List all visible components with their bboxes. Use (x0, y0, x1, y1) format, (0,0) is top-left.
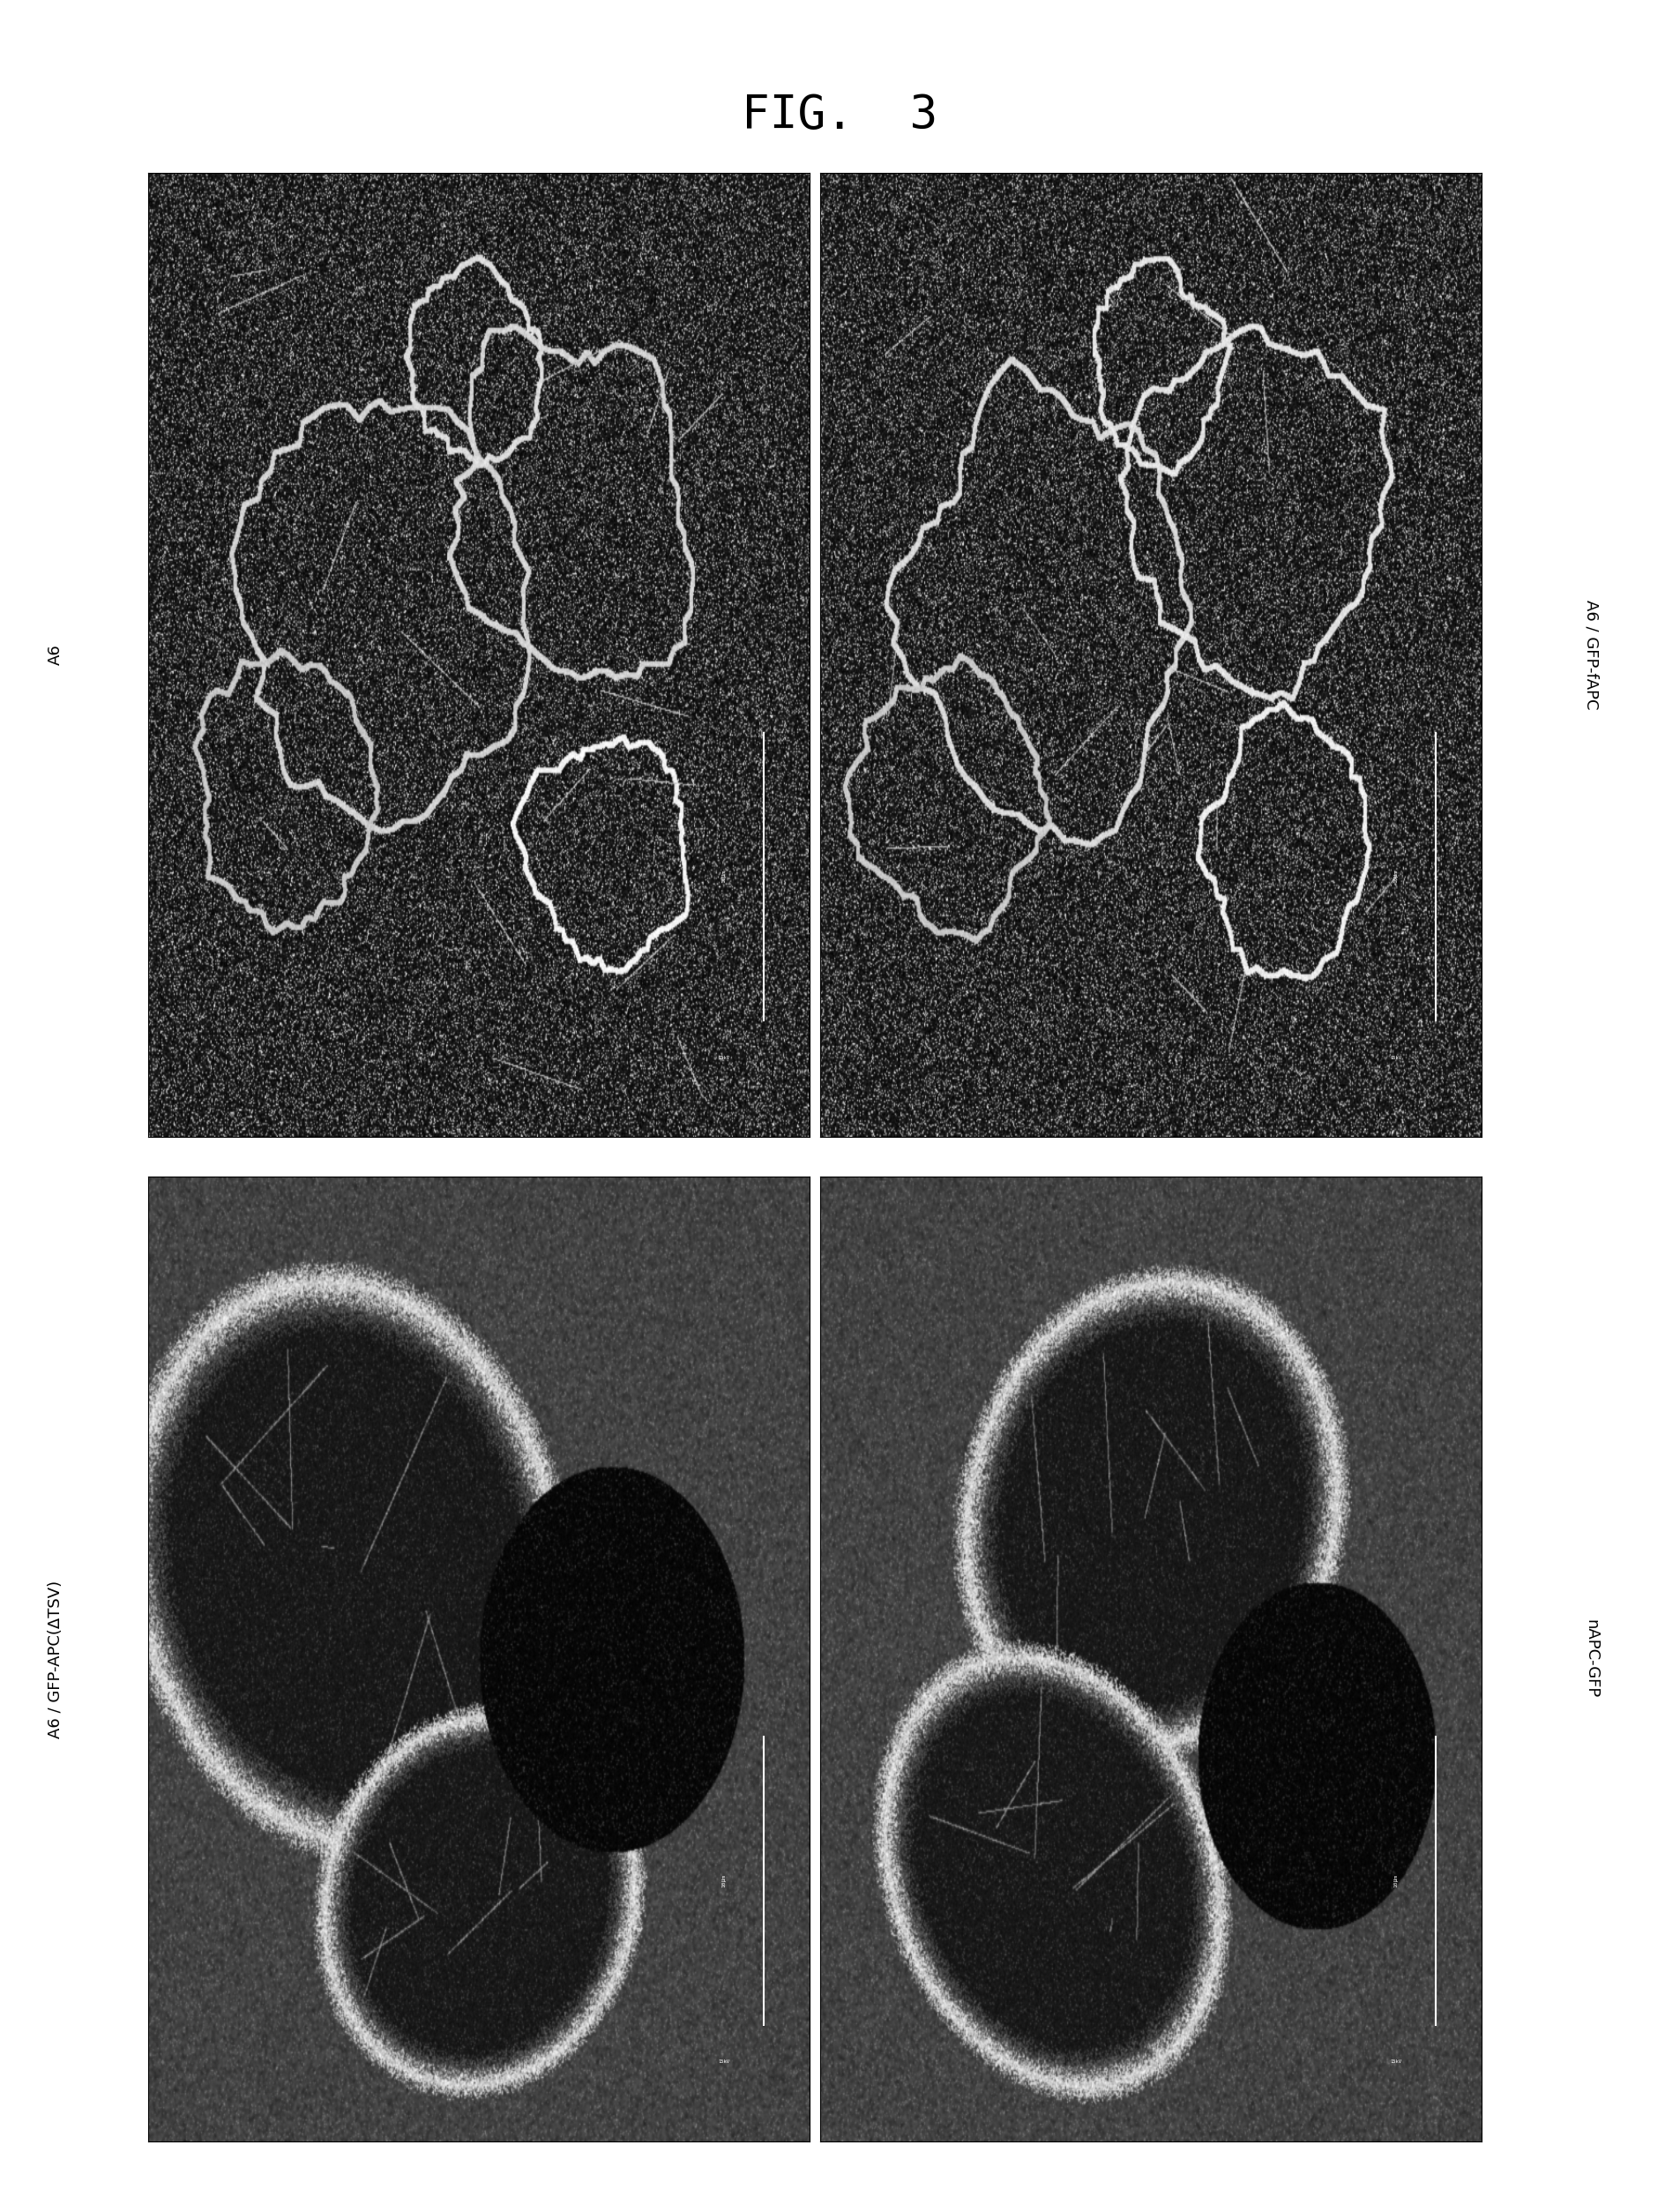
Text: FIG.  3: FIG. 3 (743, 93, 937, 139)
Text: 15kV: 15kV (717, 1055, 729, 1060)
Text: 10μm: 10μm (721, 869, 726, 883)
Text: 10μm: 10μm (1393, 1874, 1398, 1887)
Text: A6 / GFP-fAPC: A6 / GFP-fAPC (1583, 599, 1599, 710)
Text: A6: A6 (47, 644, 64, 666)
Text: nAPC-GFP: nAPC-GFP (1583, 1619, 1599, 1699)
Text: 10μm: 10μm (1393, 869, 1398, 883)
Text: 10μm: 10μm (721, 1874, 726, 1887)
Text: 15kV: 15kV (1389, 1055, 1401, 1060)
Text: 15kV: 15kV (717, 2059, 729, 2064)
Text: 15kV: 15kV (1389, 2059, 1401, 2064)
Text: A6 / GFP-APC(ΔTSV): A6 / GFP-APC(ΔTSV) (47, 1579, 64, 1739)
